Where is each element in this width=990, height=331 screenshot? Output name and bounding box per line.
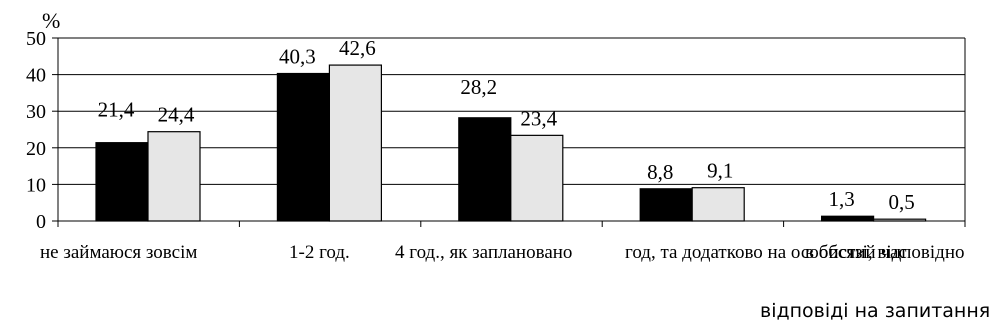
category-label: год, та додатково на особистий час [625,242,907,263]
y-tick-label: 40 [26,65,46,87]
bar-series-1-3 [458,117,512,222]
bar-series-1-2 [276,72,330,222]
bar-series-2-4 [691,187,745,222]
y-tick-label: 30 [26,101,46,123]
category-labels: не займаюся зовсім 1-2 год. 4 год., як зап… [40,242,965,263]
data-label: 24,4 [158,103,195,127]
y-tick-label: 10 [26,174,46,196]
data-label: 28,2 [460,75,497,99]
data-label: 1,3 [828,187,854,211]
bar-series-2-1 [147,131,201,222]
y-tick-label: 50 [26,28,46,50]
data-label: 40,3 [279,45,316,69]
bar-series-1-5 [820,215,875,222]
data-label: 21,4 [98,98,135,122]
data-label: 9,1 [707,159,733,183]
y-tick-label: 20 [26,138,46,160]
data-label: 0,5 [888,190,914,214]
y-tick-label: 0 [36,211,46,233]
y-tick-labels: 0 10 20 30 40 50 [26,28,46,233]
y-axis-unit: % [42,8,60,33]
data-label: 8,8 [647,160,673,184]
axes [52,37,966,227]
data-label: 23,4 [520,106,557,130]
category-label: 1-2 год. [289,242,350,263]
x-axis-title: відповіді на запитання [760,300,990,322]
category-label: в обсязі, відповідно [805,242,965,263]
bar-series-1-1 [95,142,149,222]
data-label: 42,6 [339,36,376,60]
bar-series-1-4 [639,188,693,222]
data-labels: 21,4 40,3 28,2 8,8 1,3 24,4 42,6 23,4 9,1 0,5 [98,36,915,214]
category-label: не займаюся зовсім [40,242,197,263]
bar-series-2-3 [510,134,564,222]
bars [95,64,927,222]
category-label: 4 год., як заплановано [395,242,572,263]
bar-series-2-2 [328,64,382,222]
